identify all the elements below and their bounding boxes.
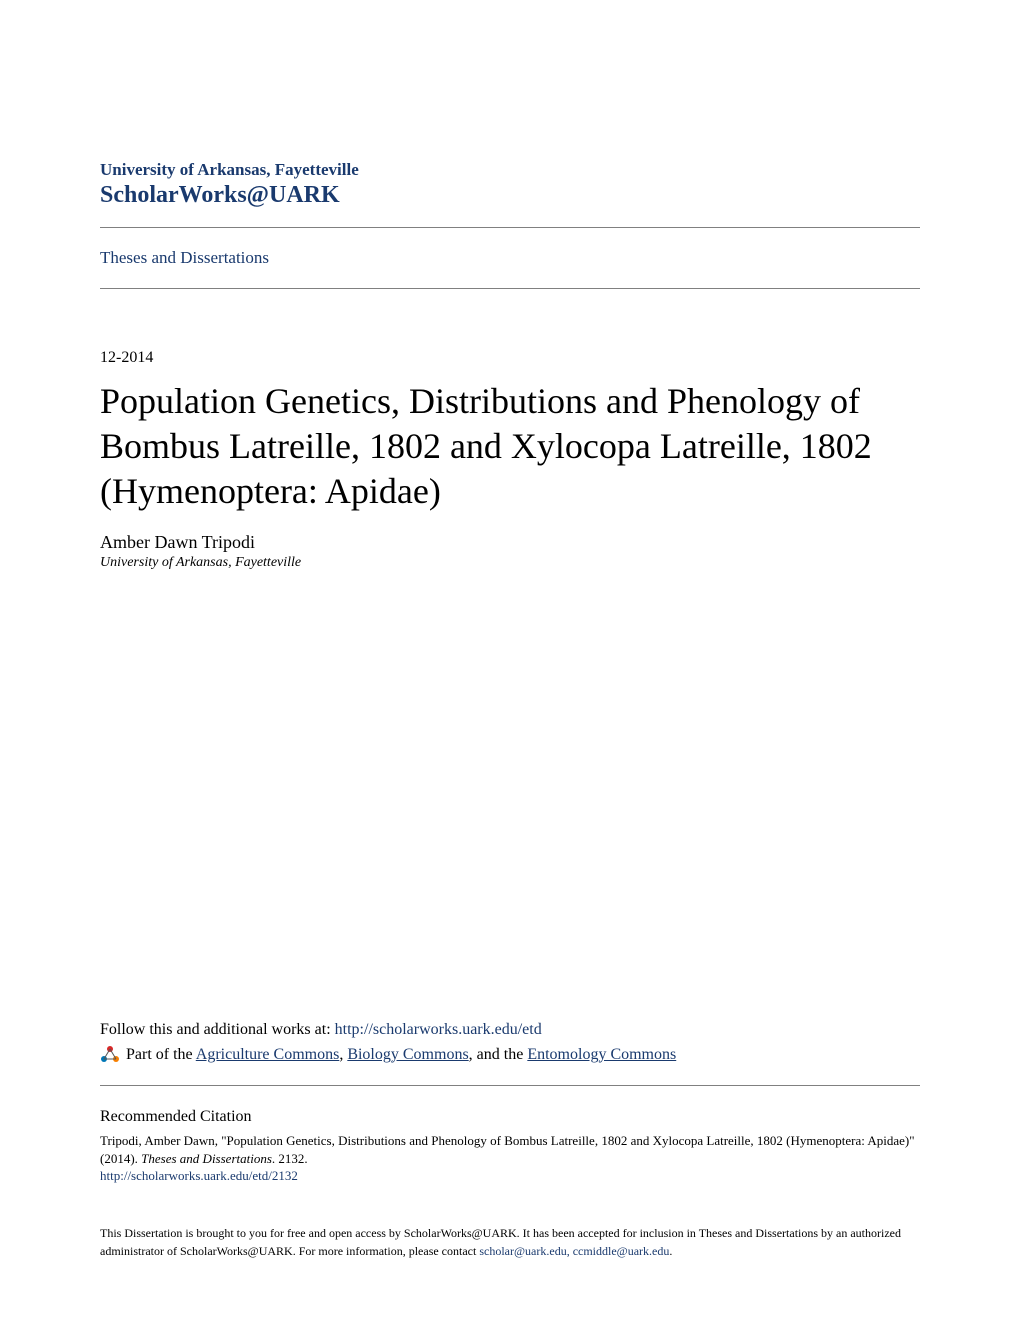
part-of-text: Part of the Agriculture Commons, Biology… xyxy=(126,1046,676,1064)
breadcrumb-link[interactable]: Theses and Dissertations xyxy=(100,248,269,267)
citation-heading: Recommended Citation xyxy=(100,1108,920,1126)
divider-citation xyxy=(100,1085,920,1086)
university-name: University of Arkansas, Fayetteville xyxy=(100,160,920,180)
follow-link[interactable]: http://scholarworks.uark.edu/etd xyxy=(335,1021,542,1038)
citation-series: Theses and Dissertations xyxy=(141,1151,272,1166)
citation-text: Tripodi, Amber Dawn, "Population Genetic… xyxy=(100,1132,920,1168)
citation-link[interactable]: http://scholarworks.uark.edu/etd/2132 xyxy=(100,1168,920,1184)
commons-link-agriculture[interactable]: Agriculture Commons xyxy=(196,1046,340,1063)
citation-body-2: . 2132. xyxy=(272,1151,308,1166)
author-name: Amber Dawn Tripodi xyxy=(100,532,920,553)
follow-section: Follow this and additional works at: htt… xyxy=(100,1021,920,1039)
document-title: Population Genetics, Distributions and P… xyxy=(100,379,920,514)
part-of-prefix: Part of the xyxy=(126,1046,196,1063)
author-affiliation: University of Arkansas, Fayetteville xyxy=(100,555,920,571)
divider-breadcrumb xyxy=(100,288,920,289)
commons-link-biology[interactable]: Biology Commons xyxy=(347,1046,468,1063)
header-block: University of Arkansas, Fayetteville Sch… xyxy=(100,160,920,209)
divider-top xyxy=(100,227,920,228)
content-spacer xyxy=(100,571,920,1021)
publication-date: 12-2014 xyxy=(100,349,920,367)
page-container: University of Arkansas, Fayetteville Sch… xyxy=(0,0,1020,1320)
network-icon xyxy=(100,1045,120,1065)
part-of-section: Part of the Agriculture Commons, Biology… xyxy=(100,1045,920,1065)
repository-link[interactable]: ScholarWorks@UARK xyxy=(100,182,340,208)
follow-prefix: Follow this and additional works at: xyxy=(100,1021,335,1038)
breadcrumb: Theses and Dissertations xyxy=(100,238,920,278)
commons-link-entomology[interactable]: Entomology Commons xyxy=(527,1046,676,1063)
footer-text: This Dissertation is brought to you for … xyxy=(100,1224,920,1260)
footer-contact-link[interactable]: scholar@uark.edu, ccmiddle@uark.edu xyxy=(479,1244,669,1258)
part-of-sep2: , and the xyxy=(469,1046,528,1063)
footer-body-2: . xyxy=(669,1244,672,1258)
